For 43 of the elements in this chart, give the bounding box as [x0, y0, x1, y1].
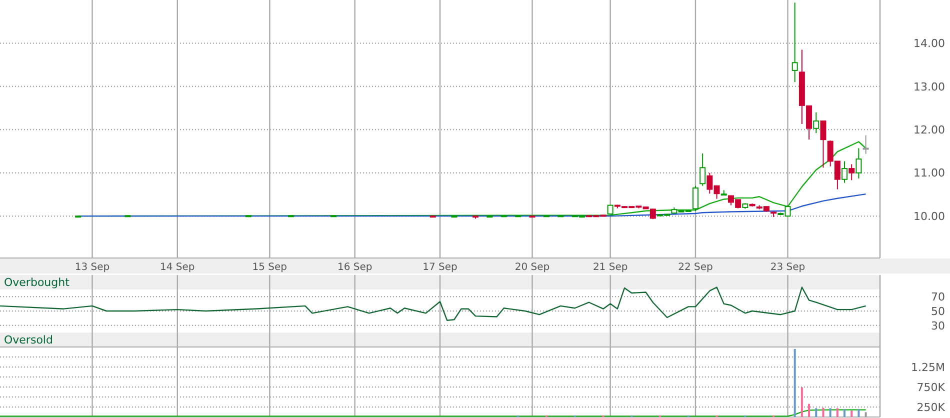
candlestick	[848, 164, 855, 181]
y-tick-label: 1.25M	[911, 360, 945, 374]
bar	[844, 409, 846, 417]
bar	[836, 408, 838, 417]
bar	[815, 408, 818, 417]
band-label: Oversold	[4, 334, 53, 347]
candlestick	[842, 160, 848, 184]
y-tick-label: 50	[931, 304, 945, 318]
bar	[864, 412, 867, 417]
line-series	[0, 409, 866, 417]
x-tick-label: 15 Sep	[252, 262, 288, 273]
y-tick-label: 70	[931, 290, 945, 304]
x-tick-label: 20 Sep	[514, 262, 550, 273]
candlestick	[813, 112, 820, 134]
candlestick	[820, 120, 826, 168]
y-tick-label: 13.00	[914, 80, 945, 94]
bar	[808, 404, 810, 417]
x-tick-label: 22 Sep	[678, 262, 713, 273]
y-tick-label: 10.00	[914, 210, 945, 223]
y-tick-label: 12.00	[914, 124, 945, 136]
x-tick-label: 16 Sep	[337, 262, 372, 273]
bar	[822, 408, 824, 417]
candlestick	[862, 134, 869, 154]
candlestick	[856, 148, 862, 179]
y-tick-label: 30	[931, 319, 945, 332]
line-series	[0, 286, 866, 321]
y-tick-label: 750K	[916, 380, 946, 394]
y-tick-label: 11.00	[914, 166, 945, 180]
bar	[794, 349, 796, 417]
bar	[858, 409, 860, 417]
x-tick-label: 14 Sep	[160, 262, 195, 273]
y-tick-label: 14.00	[914, 37, 945, 50]
bar	[850, 410, 853, 417]
bar	[800, 387, 803, 417]
x-tick-label: 23 Sep	[770, 262, 806, 273]
candlestick	[692, 185, 698, 212]
x-tick-label: 13 Sep	[74, 262, 110, 273]
x-tick-label: 21 Sep	[592, 262, 628, 273]
x-tick-label: 17 Sep	[422, 262, 458, 273]
band-label: Overbought	[4, 276, 70, 289]
bar	[829, 408, 832, 417]
y-tick-label: 250K	[916, 400, 946, 414]
candlestick	[700, 152, 706, 186]
